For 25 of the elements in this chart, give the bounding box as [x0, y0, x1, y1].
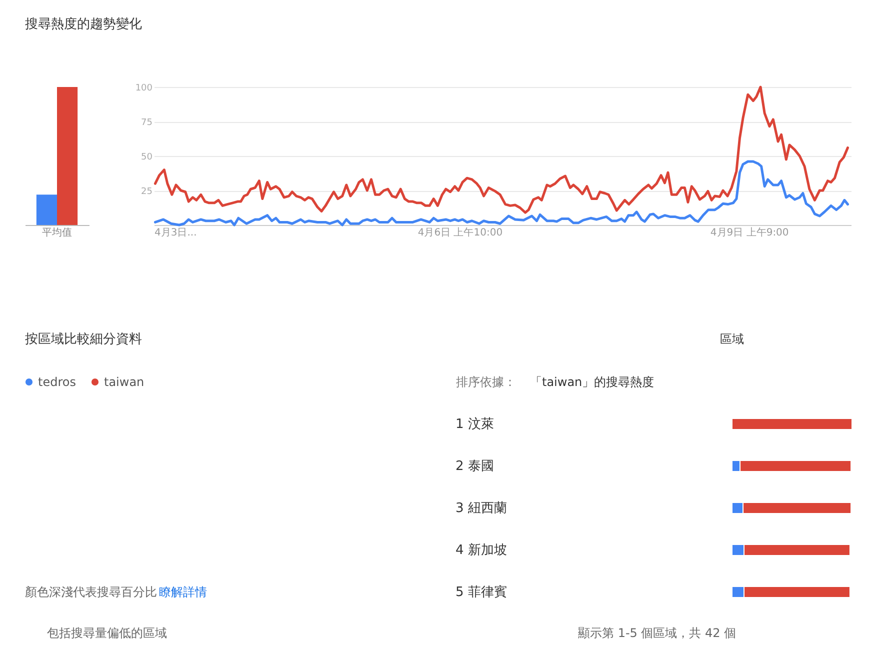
text: 區域: [720, 332, 744, 346]
chart-title: 搜尋熱度的趨勢變化: [25, 16, 142, 32]
legend-label: tedros: [38, 375, 76, 389]
y-tick-label: 4 新加坡: [456, 543, 507, 558]
y-tick-label: 75: [141, 118, 152, 128]
text: 「taiwan」的搜尋熱度: [530, 375, 654, 389]
y-tick-label: 100: [135, 84, 153, 94]
y-tick-label: 1 汶萊: [456, 417, 494, 432]
x-tick-label: 4月3日...: [154, 228, 197, 238]
text: 按區域比較細分資料: [25, 332, 142, 347]
legend-label: taiwan: [104, 375, 144, 389]
text: 顏色深淺代表搜尋百分比: [25, 585, 157, 599]
text: 瞭解詳情: [159, 585, 207, 599]
y-tick-label: 3 紐西蘭: [456, 501, 507, 516]
x-tick-label: 4月6日 上午10:00: [418, 226, 503, 238]
x-tick-label: 4月9日 上午9:00: [710, 226, 789, 238]
text: 排序依據：: [456, 375, 516, 389]
y-tick-label: 2 泰國: [456, 459, 494, 474]
text: 包括搜尋量偏低的區域: [47, 626, 167, 640]
y-tick-label: 50: [141, 152, 153, 162]
y-tick-label: 25: [141, 187, 152, 197]
y-tick-label: 5 菲律賓: [456, 584, 507, 600]
text: 顯示第 1-5 個區域，共 42 個: [578, 626, 736, 640]
x-tick-label: 平均值: [42, 226, 72, 238]
bar: [732, 418, 852, 430]
